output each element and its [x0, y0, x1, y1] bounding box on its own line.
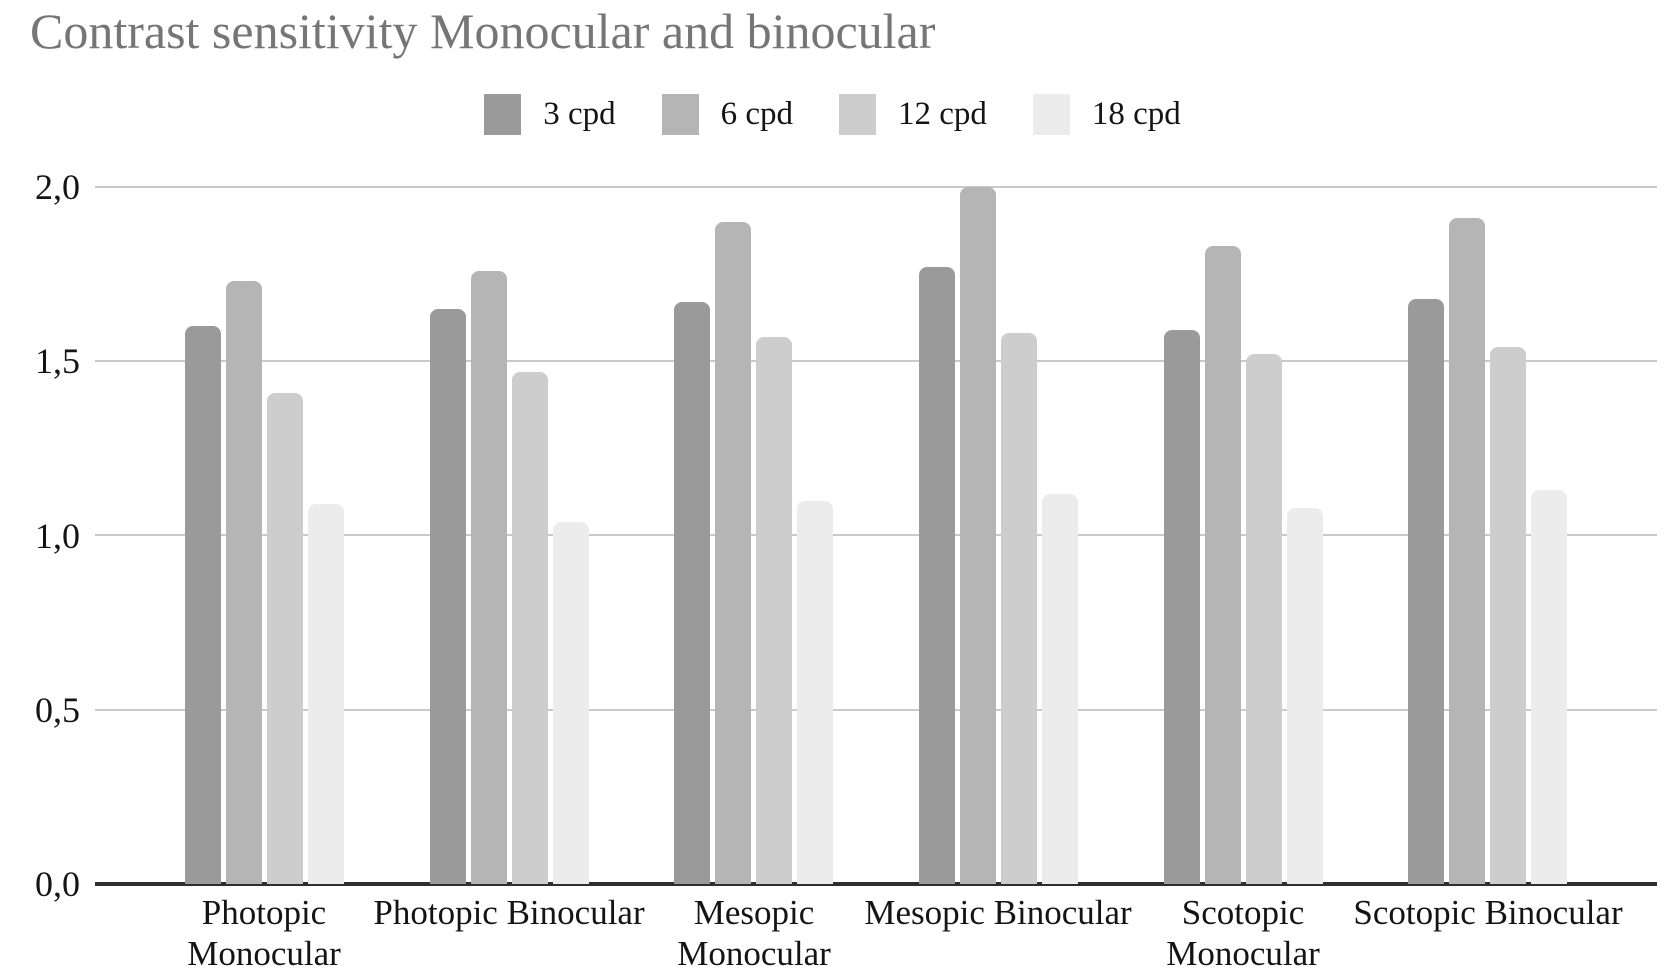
- bar-scotopic-binocular-12-cpd: [1490, 347, 1527, 884]
- bar-mesopic-binocular-3-cpd: [918, 267, 955, 884]
- bar-group-mesopic-binocular: [876, 187, 1121, 884]
- legend-item-3-cpd: 3 cpd: [484, 93, 616, 135]
- bar-photopic-monocular-18-cpd: [307, 504, 344, 884]
- bar-group-photopic-monocular: [142, 187, 387, 884]
- x-axis-label-scotopic-monocular: Scotopic Monocular: [1166, 893, 1320, 972]
- legend-swatch-18-cpd: [1032, 93, 1070, 135]
- y-tick-label: 1,0: [35, 516, 80, 556]
- bar-photopic-monocular-6-cpd: [225, 281, 262, 884]
- legend-label: 12 cpd: [898, 95, 987, 132]
- bar-group-scotopic-binocular: [1365, 187, 1610, 884]
- legend-label: 6 cpd: [720, 95, 793, 132]
- bar-photopic-binocular-18-cpd: [552, 522, 589, 884]
- y-tick-label: 2,0: [35, 167, 80, 207]
- plot-area: [95, 186, 1657, 886]
- bar-scotopic-monocular-18-cpd: [1286, 508, 1323, 884]
- bar-groups-container: [142, 187, 1610, 884]
- bar-mesopic-monocular-6-cpd: [715, 222, 752, 884]
- bar-group-photopic-binocular: [387, 187, 632, 884]
- gridline: [95, 534, 1657, 536]
- bar-scotopic-binocular-18-cpd: [1531, 490, 1568, 884]
- legend-swatch-6-cpd: [661, 93, 699, 135]
- bar-photopic-binocular-3-cpd: [429, 309, 466, 884]
- legend-item-6-cpd: 6 cpd: [661, 93, 793, 135]
- bar-group-mesopic-monocular: [631, 187, 876, 884]
- x-axis-label-mesopic-binocular: Mesopic Binocular: [864, 893, 1132, 932]
- y-tick-label: 0,0: [35, 864, 80, 904]
- legend-label: 3 cpd: [543, 95, 616, 132]
- bar-mesopic-binocular-6-cpd: [959, 187, 996, 884]
- bar-mesopic-binocular-12-cpd: [1000, 333, 1037, 884]
- bar-mesopic-monocular-12-cpd: [756, 337, 793, 884]
- x-axis-label-photopic-binocular: Photopic Binocular: [373, 893, 645, 932]
- bar-photopic-binocular-12-cpd: [511, 372, 548, 884]
- bar-photopic-monocular-12-cpd: [266, 393, 303, 884]
- bar-photopic-monocular-3-cpd: [184, 326, 221, 884]
- x-axis-label-scotopic-binocular: Scotopic Binocular: [1353, 893, 1623, 932]
- y-tick-label: 1,5: [35, 341, 80, 381]
- x-axis-label-photopic-monocular: Photopic Monocular: [187, 893, 341, 972]
- legend-item-12-cpd: 12 cpd: [839, 93, 987, 135]
- legend-swatch-12-cpd: [839, 93, 876, 135]
- bar-mesopic-binocular-18-cpd: [1041, 494, 1078, 884]
- bar-group-scotopic-monocular: [1121, 187, 1366, 884]
- bar-scotopic-monocular-3-cpd: [1163, 330, 1200, 884]
- bar-scotopic-binocular-3-cpd: [1408, 299, 1445, 884]
- legend-swatch-3-cpd: [484, 93, 522, 135]
- chart-title: Contrast sensitivity Monocular and binoc…: [30, 3, 936, 59]
- legend-item-18-cpd: 18 cpd: [1032, 93, 1181, 135]
- y-tick-label: 0,5: [35, 690, 80, 730]
- bar-mesopic-monocular-3-cpd: [674, 302, 711, 884]
- gridline: [95, 186, 1657, 188]
- legend-label: 18 cpd: [1091, 95, 1181, 132]
- legend: 3 cpd 6 cpd 12 cpd 18 cpd: [0, 90, 1665, 138]
- bar-scotopic-monocular-12-cpd: [1245, 354, 1282, 884]
- bar-photopic-binocular-6-cpd: [470, 271, 507, 884]
- x-axis-label-mesopic-monocular: Mesopic Monocular: [677, 893, 831, 972]
- bar-mesopic-monocular-18-cpd: [797, 501, 834, 884]
- bar-scotopic-binocular-6-cpd: [1449, 218, 1486, 884]
- bar-scotopic-monocular-6-cpd: [1204, 246, 1241, 884]
- x-axis-line: [95, 882, 1657, 886]
- gridline: [95, 709, 1657, 711]
- gridline: [95, 360, 1657, 362]
